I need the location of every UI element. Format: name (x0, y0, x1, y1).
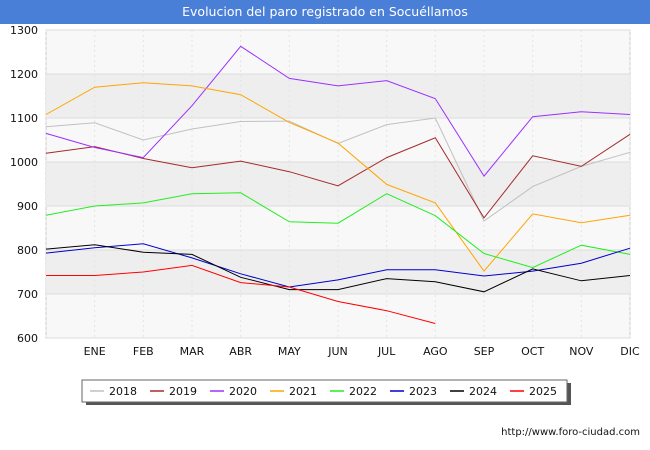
x-axis-tick-labels: ENE FEB MAR ABR MAY JUN JUL AGO SEP OCT NOV DIC (84, 345, 640, 358)
legend-label-2025: 2025 (529, 385, 557, 398)
legend-label-2021: 2021 (289, 385, 317, 398)
x-tick-label: MAR (180, 345, 205, 358)
y-tick-label: 1000 (10, 156, 38, 169)
series-line-2023 (45, 243, 631, 288)
x-tick-label: MAY (278, 345, 301, 358)
source-credit[interactable]: http://www.foro-ciudad.com (501, 427, 640, 438)
x-tick-label: JUN (327, 345, 348, 358)
legend-box (81, 379, 568, 403)
series-line-2025 (46, 264, 436, 324)
series-line-2024 (45, 244, 631, 293)
legend-label-2018: 2018 (109, 385, 137, 398)
x-tick-label: JUL (377, 345, 396, 358)
chart-title: Evolucion del paro registrado en Socuéll… (0, 0, 650, 24)
legend-label-2020: 2020 (229, 385, 257, 398)
x-tick-label: AGO (423, 345, 448, 358)
series-lines (45, 45, 631, 324)
legend-label-2023: 2023 (409, 385, 437, 398)
y-tick-label: 600 (17, 332, 38, 345)
x-tick-label: DIC (620, 345, 640, 358)
x-tick-label: FEB (133, 345, 154, 358)
legend-label-2019: 2019 (169, 385, 197, 398)
series-line-2021 (45, 82, 631, 272)
series-line-2022 (45, 192, 631, 269)
y-tick-label: 1100 (10, 112, 38, 125)
gridlines (45, 29, 631, 339)
y-tick-label: 1300 (10, 24, 38, 37)
y-tick-label: 900 (17, 200, 38, 213)
legend: 2018 2019 2020 2021 2022 2023 2024 2025 (81, 379, 571, 405)
y-tick-label: 700 (17, 288, 38, 301)
legend-label-2022: 2022 (349, 385, 377, 398)
legend-label-2024: 2024 (469, 385, 497, 398)
series-line-2019 (45, 133, 631, 219)
x-tick-label: ABR (229, 345, 252, 358)
grid-band (46, 162, 630, 206)
series-line-2020 (45, 45, 631, 177)
y-tick-label: 800 (17, 244, 38, 257)
x-tick-label: NOV (569, 345, 594, 358)
x-tick-label: SEP (474, 345, 495, 358)
x-tick-label: OCT (521, 345, 544, 358)
x-tick-label: ENE (84, 345, 106, 358)
y-axis-tick-labels: 600 700 800 900 1000 1100 1200 1300 (10, 24, 38, 345)
y-tick-label: 1200 (10, 68, 38, 81)
